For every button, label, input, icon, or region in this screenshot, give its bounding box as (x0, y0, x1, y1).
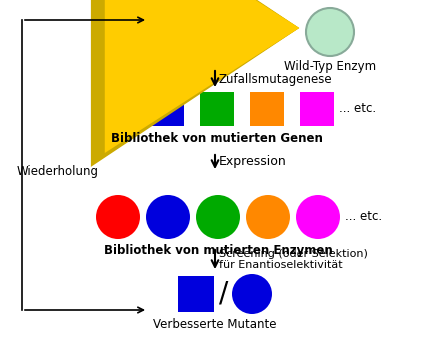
Bar (178, 276, 214, 312)
Text: Gen (DNA): Gen (DNA) (156, 52, 219, 65)
Bar (200, 92, 233, 126)
Text: Bibliothek von mutierten Genen: Bibliothek von mutierten Genen (111, 132, 322, 145)
Text: Wiederholung: Wiederholung (17, 166, 99, 178)
Circle shape (96, 195, 140, 239)
Bar (100, 92, 134, 126)
Text: /: / (219, 280, 228, 308)
Circle shape (305, 8, 353, 56)
Bar (168, 8, 207, 48)
Text: Bibliothek von mutierten Enzymen: Bibliothek von mutierten Enzymen (103, 244, 332, 257)
Bar (299, 92, 333, 126)
Text: Expression: Expression (218, 155, 286, 169)
Circle shape (146, 195, 190, 239)
Circle shape (231, 274, 271, 314)
Bar (250, 92, 283, 126)
Text: Zufallsmutagenese: Zufallsmutagenese (218, 72, 332, 86)
Text: ... etc.: ... etc. (338, 103, 375, 115)
Circle shape (295, 195, 339, 239)
Text: ... etc.: ... etc. (344, 210, 381, 223)
Circle shape (196, 195, 240, 239)
Text: Wild-Typ Enzym: Wild-Typ Enzym (283, 60, 375, 73)
Text: Verbesserte Mutante: Verbesserte Mutante (153, 318, 276, 331)
Circle shape (246, 195, 289, 239)
Text: Screening (oder Selektion)
für Enantioselektivität: Screening (oder Selektion) für Enantiose… (218, 249, 367, 270)
Bar (150, 92, 184, 126)
